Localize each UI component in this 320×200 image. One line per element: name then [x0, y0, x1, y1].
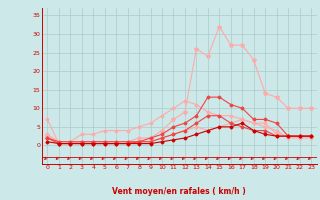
X-axis label: Vent moyen/en rafales ( km/h ): Vent moyen/en rafales ( km/h ): [112, 187, 246, 196]
